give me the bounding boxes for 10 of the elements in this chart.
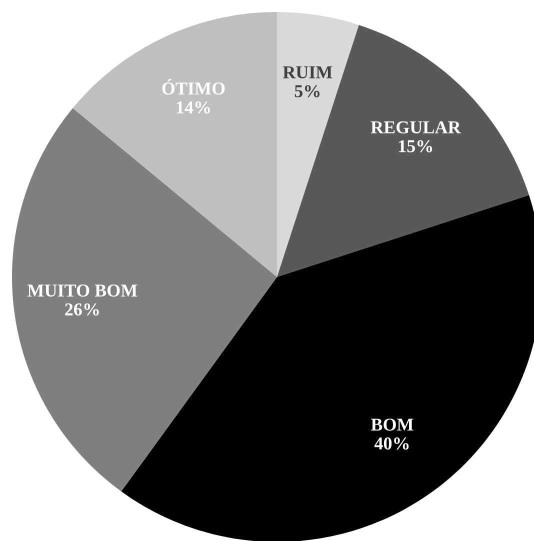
slice-label: RUIM: [282, 66, 332, 78]
data-label: 5%: [294, 85, 320, 98]
slice-label: BOM: [371, 418, 414, 431]
data-label: 26%: [65, 303, 99, 316]
slice-label: REGULAR: [370, 121, 461, 134]
slice-label: ÓTIMO: [162, 79, 225, 95]
slice-label: MUITO BOM: [27, 284, 138, 297]
data-label: 15%: [399, 140, 432, 152]
data-label: 40%: [374, 437, 409, 450]
data-label: 14%: [176, 101, 210, 114]
